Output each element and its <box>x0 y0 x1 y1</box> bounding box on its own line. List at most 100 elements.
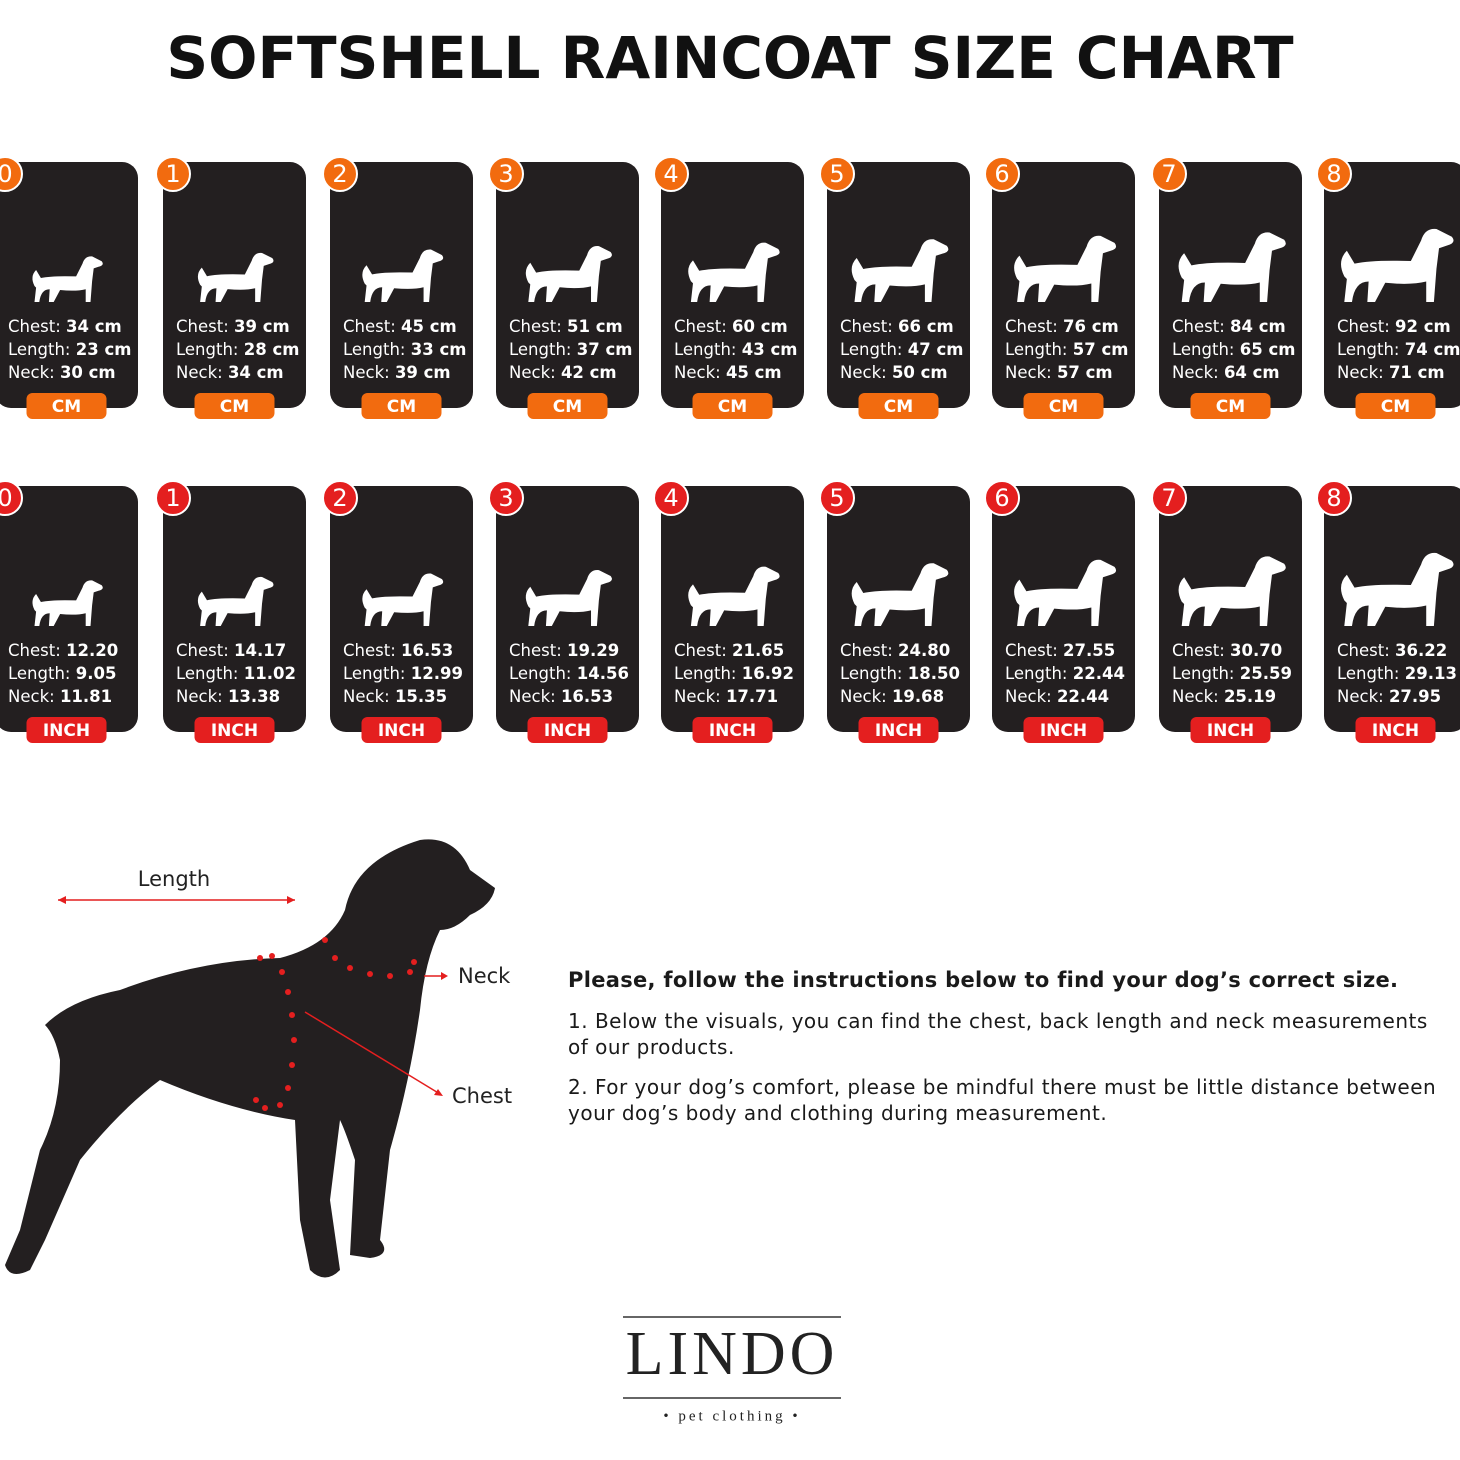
unit-pill <box>692 393 773 419</box>
title: SOFTSHELL RAINCOAT SIZE CHART <box>166 24 1294 92</box>
measurement-value: 16.53 <box>561 687 613 706</box>
logo-tagline: • pet clothing • <box>663 1408 800 1424</box>
measurement-value: 18.50 <box>908 664 960 683</box>
unit-pill <box>1023 717 1104 743</box>
dog-icon <box>197 576 274 626</box>
measurement-value: 12.20 <box>66 641 118 660</box>
unit-label: INCH <box>875 721 922 741</box>
size-number: 3 <box>498 160 513 188</box>
measurement-label: Chest: <box>1337 641 1390 660</box>
measurement-value: 65 cm <box>1240 340 1296 359</box>
measurement: Length: 18.50 <box>840 664 960 683</box>
unit-pill <box>858 393 939 419</box>
unit-label: CM <box>1049 397 1078 417</box>
measurement: Length: 25.59 <box>1172 664 1292 683</box>
measurement-label: Length: <box>343 664 405 683</box>
dog-icon <box>1341 552 1454 626</box>
dog-icon <box>32 580 103 626</box>
measurement-label: Chest: <box>1005 641 1058 660</box>
measurement: Chest: 60 cm <box>674 317 788 336</box>
measurement-label: Chest: <box>1172 641 1225 660</box>
dog-icon <box>197 252 274 302</box>
size-number: 8 <box>1326 484 1341 512</box>
size-card: 0 Chest: 34 cm Length: 23 cm Neck: 30 cm CM <box>0 156 138 419</box>
measurement: Chest: 39 cm <box>176 317 290 336</box>
measurement: Neck: 42 cm <box>509 363 617 382</box>
measurement-value: 27.95 <box>1389 687 1441 706</box>
measurement: Neck: 16.53 <box>509 687 613 706</box>
dog-icon <box>1014 559 1117 626</box>
measurement-value: 57 cm <box>1057 363 1113 382</box>
measurement: Chest: 27.55 <box>1005 641 1115 660</box>
measurement-value: 11.02 <box>244 664 296 683</box>
measurement-label: Chest: <box>840 641 893 660</box>
size-number: 7 <box>1161 484 1176 512</box>
measurement: Chest: 24.80 <box>840 641 950 660</box>
measurement-label: Neck: <box>343 687 390 706</box>
size-card: 0 Chest: 12.20 Length: 9.05 Neck: 11.81 INCH <box>0 480 138 743</box>
measurement-value: 36.22 <box>1395 641 1447 660</box>
measurement: Neck: 11.81 <box>8 687 112 706</box>
measurement-label: Length: <box>1337 664 1399 683</box>
measurement-value: 30.70 <box>1230 641 1282 660</box>
unit-pill <box>692 717 773 743</box>
measurement: Chest: 45 cm <box>343 317 457 336</box>
size-number: 4 <box>663 160 678 188</box>
measurement: Length: 33 cm <box>343 340 466 359</box>
unit-pill <box>1190 717 1271 743</box>
size-card: 5 Chest: 24.80 Length: 18.50 Neck: 19.68 INC… <box>819 480 970 743</box>
measurement-label: Length: <box>674 340 736 359</box>
size-number: 8 <box>1326 160 1341 188</box>
card-bg <box>1159 162 1302 408</box>
size-badge <box>0 156 23 192</box>
dog-icon <box>32 256 103 302</box>
measurement-label: Chest: <box>840 317 893 336</box>
logo-name: LINDO <box>626 1320 839 1388</box>
size-badge <box>1151 156 1187 192</box>
instruction-item: 1. Below the visuals, you can find the c… <box>568 1009 1428 1059</box>
dog-icon <box>525 570 612 626</box>
measurement: Length: 16.92 <box>674 664 794 683</box>
measurement: Chest: 66 cm <box>840 317 954 336</box>
unit-label: INCH <box>709 721 756 741</box>
measurement-label: Neck: <box>176 687 223 706</box>
unit-label: INCH <box>43 721 90 741</box>
unit-pill <box>1355 717 1436 743</box>
measurement: Neck: 22.44 <box>1005 687 1109 706</box>
measurement-label: Neck: <box>8 363 55 382</box>
size-card: 8 Chest: 92 cm Length: 74 cm Neck: 71 cm CM <box>1316 156 1460 419</box>
size-number: 0 <box>0 160 13 188</box>
size-number: 6 <box>994 160 1009 188</box>
unit-pill <box>527 393 608 419</box>
measurement-label: Chest: <box>176 641 229 660</box>
unit-pill <box>26 393 107 419</box>
measurement-value: 92 cm <box>1395 317 1451 336</box>
measurement-value: 33 cm <box>411 340 467 359</box>
measurement-label: Chest: <box>674 317 727 336</box>
measurement: Length: 11.02 <box>176 664 296 683</box>
measurement-value: 47 cm <box>908 340 964 359</box>
measurement-value: 37 cm <box>577 340 633 359</box>
unit-label: INCH <box>211 721 258 741</box>
measurement-label: Neck: <box>1005 687 1052 706</box>
measurement-label: Length: <box>674 664 736 683</box>
measurement-value: 21.65 <box>732 641 784 660</box>
size-card: 2 Chest: 16.53 Length: 12.99 Neck: 15.35 INC… <box>322 480 473 743</box>
size-card: 4 Chest: 21.65 Length: 16.92 Neck: 17.71 INC… <box>653 480 804 743</box>
measurement: Chest: 30.70 <box>1172 641 1282 660</box>
size-card: 2 Chest: 45 cm Length: 33 cm Neck: 39 cm CM <box>322 156 473 419</box>
measurement: Chest: 19.29 <box>509 641 619 660</box>
unit-label: CM <box>553 397 582 417</box>
size-number: 7 <box>1161 160 1176 188</box>
size-badge <box>155 480 191 516</box>
measurement-value: 15.35 <box>395 687 447 706</box>
size-badge <box>819 480 855 516</box>
measurement-label: Length: <box>1337 340 1399 359</box>
dog-icon <box>1014 235 1117 302</box>
measurement: Chest: 36.22 <box>1337 641 1447 660</box>
measurement-label: Length: <box>176 664 238 683</box>
measurement: Length: 14.56 <box>509 664 629 683</box>
measurement: Chest: 21.65 <box>674 641 784 660</box>
